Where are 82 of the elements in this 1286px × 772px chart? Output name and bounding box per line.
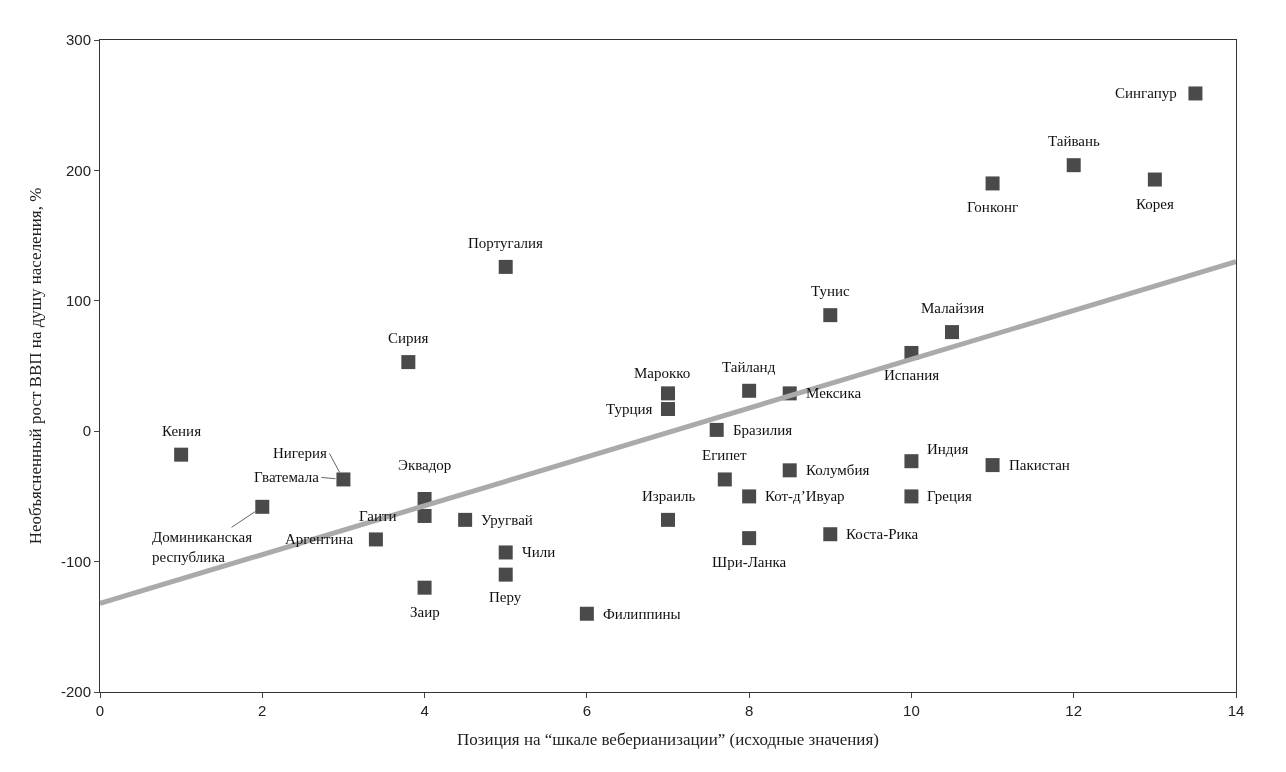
annotation: Тайвань [1048,133,1101,149]
point [1147,172,1162,187]
x-tick-label: 0 [95,702,105,719]
y-tick-label: -200 [60,683,91,701]
point [709,422,724,437]
annotation: Уругвай [481,512,533,528]
annotation: Гаити [359,508,397,524]
point [782,463,797,478]
annotation: Индия [927,441,969,457]
point [661,402,675,417]
point [458,512,473,527]
point [368,532,383,547]
point [417,580,432,595]
point [498,567,513,582]
point [661,512,675,527]
y-tick-label: -100 [60,552,91,570]
point [661,386,675,401]
annotation: Израиль [642,488,696,504]
y-tick-label: 100 [65,292,91,310]
point [336,472,351,487]
annotation: Тунис [811,283,850,299]
point [717,472,732,487]
annotation: Аргентина [285,531,354,547]
annotation: Египет [702,447,748,463]
annotation: Гонконг [967,199,1019,215]
annotation: Тайланд [722,359,776,375]
annotation: Испания [884,367,940,383]
point [174,447,189,462]
point [985,458,1000,473]
annotation: Кот-д’Ивуар [765,488,845,504]
point [579,606,594,621]
annotation: Кения [162,423,202,439]
annotation: Малайзия [921,300,985,316]
point [823,527,838,542]
annotation: Шри-Ланка [712,554,787,570]
point [904,454,919,469]
point [742,489,757,504]
annotation: Пакистан [1009,457,1070,473]
annotation: Корея [1136,196,1174,212]
point [945,325,959,340]
point [742,531,757,546]
y-tick-label: 300 [65,31,91,49]
x-tick-label: 2 [258,702,267,719]
annotation: Турция [606,401,653,417]
annotation: Эквадор [398,457,452,473]
annotation: Гватемала [254,469,320,485]
point [1188,86,1203,101]
x-tick-label: 6 [582,702,592,719]
annotation: Мексика [806,385,862,401]
annotation: Заир [410,604,440,620]
point [1066,158,1081,173]
annotation: Греция [927,488,972,504]
x-tick-label: 10 [903,702,920,719]
y-tick-label: 200 [65,161,91,179]
annotation: Бразилия [733,422,793,438]
annotation: Перу [489,589,522,605]
point [823,308,838,323]
point [498,259,513,274]
annotation: Сингапур [1115,85,1177,101]
point [417,508,432,523]
point [255,499,270,514]
annotation: Марокко [634,365,691,381]
annotation: Чили [522,544,556,560]
point [985,176,1000,191]
annotation: Сирия [388,330,429,346]
annotation: Доминиканская республика [152,529,253,565]
annotation: Колумбия [806,462,870,478]
point [742,383,757,398]
x-axis-title: Позиция на “шкале веберианизации” (исходные значения) [457,730,879,750]
point [498,545,513,560]
x-tick-label: 14 [1227,702,1245,719]
annotation: Нигерия [273,445,327,461]
y-tick-label: 0 [82,422,91,440]
annotation: Португалия [468,235,543,251]
annotation: Филиппины [603,606,681,622]
x-tick-label: 8 [744,702,754,719]
annotation: Коста-Рика [846,526,919,542]
point [401,355,416,370]
point [904,489,919,504]
y-axis-title: Необъясненный рост ВВП на душу населения, % [25,187,45,545]
x-tick-label: 12 [1065,702,1083,719]
x-tick-label: 4 [420,702,429,719]
